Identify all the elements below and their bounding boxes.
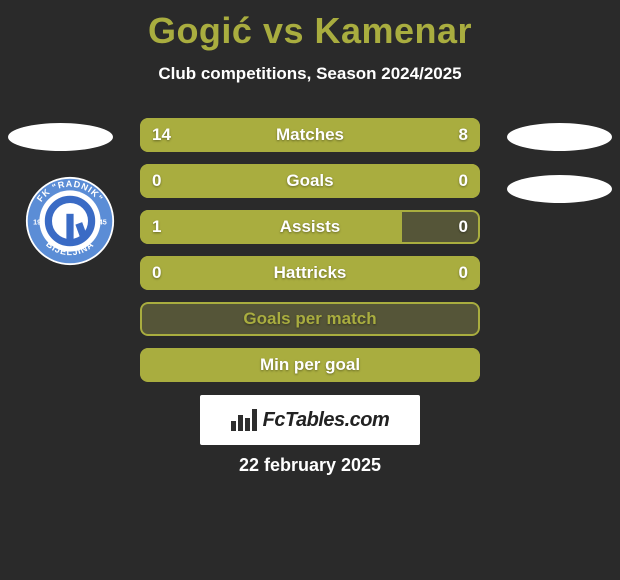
page-title: Gogić vs Kamenar (0, 0, 620, 52)
stat-bars: Matches148Goals00Assists10Hattricks00Goa… (140, 118, 480, 394)
player-right-avatar-placeholder (507, 123, 612, 151)
fctables-text: FcTables.com (263, 409, 390, 432)
stat-label: Min per goal (140, 348, 480, 382)
stat-label: Hattricks (140, 256, 480, 290)
stat-value-left: 0 (152, 164, 161, 198)
svg-text:19: 19 (33, 218, 41, 227)
stat-label: Goals (140, 164, 480, 198)
stat-value-right: 0 (459, 164, 468, 198)
stat-label: Goals per match (140, 302, 480, 336)
stat-row-min-per-goal: Min per goal (140, 348, 480, 382)
stat-value-right: 0 (459, 256, 468, 290)
stat-value-right: 8 (459, 118, 468, 152)
fctables-watermark: FcTables.com (200, 395, 420, 445)
player-left-avatar-placeholder (8, 123, 113, 151)
stat-label: Assists (140, 210, 480, 244)
svg-text:45: 45 (99, 218, 107, 227)
player-right-club-placeholder (507, 175, 612, 203)
stat-value-left: 1 (152, 210, 161, 244)
page-subtitle: Club competitions, Season 2024/2025 (0, 64, 620, 84)
stat-row-goals-per-match: Goals per match (140, 302, 480, 336)
stat-row-hattricks: Hattricks0 0 (140, 256, 480, 290)
stat-row-assists: Assists1 0 (140, 210, 480, 244)
stat-value-right: 0 (459, 210, 468, 244)
snapshot-date: 22 february 2025 (0, 455, 620, 476)
stat-value-left: 14 (152, 118, 171, 152)
stat-value-left: 0 (152, 256, 161, 290)
stat-label: Matches (140, 118, 480, 152)
player-left-club-badge: FK "RADNIK" BIJELJINA 19 45 (25, 176, 115, 266)
stat-row-goals: Goals0 0 (140, 164, 480, 198)
stat-row-matches: Matches14 8 (140, 118, 480, 152)
bar-chart-icon (231, 409, 257, 431)
